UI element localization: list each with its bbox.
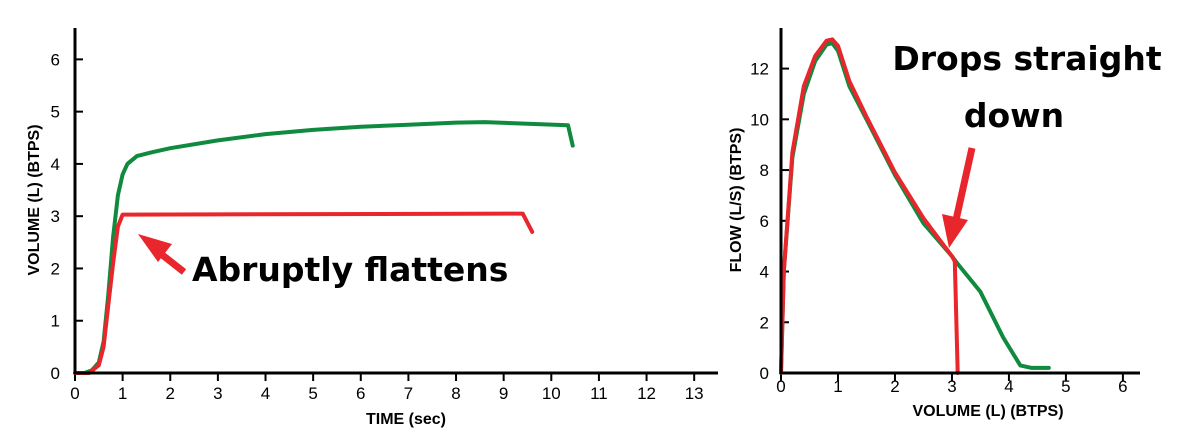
- volume-time-x-tick-label: 8: [451, 384, 460, 403]
- flow-volume-y-label: FLOW (L/S) (BTPS): [728, 128, 745, 273]
- flow-volume-y-tick-label: 0: [760, 364, 769, 383]
- flow-volume-y-tick-label: 2: [760, 313, 769, 332]
- flow-volume-y-tick-label: 8: [760, 161, 769, 180]
- flow-volume-x-label: VOLUME (L) (BTPS): [912, 403, 1063, 420]
- flatten-arrow-icon: [138, 234, 187, 275]
- volume-time-y-tick-label: 2: [51, 259, 60, 278]
- flow-volume-x-tick-label: 6: [1118, 377, 1127, 396]
- flow-volume-x-tick-label: 4: [1004, 377, 1013, 396]
- annotation-drops-straight: Drops straight: [892, 39, 1161, 78]
- volume-time-x-tick-label: 9: [499, 384, 508, 403]
- flow-volume-y-tick-label: 10: [750, 110, 769, 129]
- volume-time-x-tick-label: 3: [213, 384, 222, 403]
- flow-volume-x-tick-label: 5: [1061, 377, 1070, 396]
- volume-time-series: [73, 120, 575, 375]
- flow-volume-y-tick-label: 6: [760, 212, 769, 231]
- flow-volume-x-tick-label: 1: [833, 377, 842, 396]
- volume-time-x-tick-label: 4: [261, 384, 270, 403]
- volume-time-x-tick-label: 10: [542, 384, 561, 403]
- volume-time-x-tick-label: 5: [308, 384, 317, 403]
- annotation-down: down: [964, 96, 1064, 135]
- volume-time-x-tick-label: 12: [637, 384, 656, 403]
- flow-volume-series-line-red: [779, 37, 960, 375]
- volume-time-x-tick-label: 6: [356, 384, 365, 403]
- volume-time-y-tick-label: 5: [51, 103, 60, 122]
- volume-time-y-tick-label: 1: [51, 312, 60, 331]
- flow-volume-y-tick-label: 12: [750, 60, 769, 79]
- volume-time-x-label: TIME (sec): [366, 411, 446, 428]
- volume-time-x-tick-label: 11: [590, 384, 608, 403]
- volume-time-x-tick-label: 7: [404, 384, 413, 403]
- flow-volume-x-tick-label: 3: [947, 377, 956, 396]
- flow-volume-x-tick-label: 0: [776, 377, 785, 396]
- volume-time-x-tick-label: 2: [166, 384, 175, 403]
- volume-time-y-tick-label: 4: [51, 155, 60, 174]
- volume-time-y-label: VOLUME (L) (BTPS): [26, 124, 43, 275]
- volume-time-x-tick-label: 13: [685, 384, 704, 403]
- volume-time-series-line-red: [73, 211, 535, 375]
- volume-time-x-tick-label: 0: [70, 384, 79, 403]
- flow-volume-x-tick-label: 2: [890, 377, 899, 396]
- volume-time-y-tick-label: 0: [51, 364, 60, 383]
- volume-time-y-tick-label: 6: [51, 50, 60, 69]
- drop-arrow-icon: [942, 147, 976, 248]
- volume-time-x-tick-label: 1: [118, 384, 127, 403]
- volume-time-y-tick-label: 3: [51, 207, 60, 226]
- flow-volume-series: [779, 37, 1051, 375]
- annotation-abruptly-flattens: Abruptly flattens: [192, 250, 508, 289]
- flow-volume-y-tick-label: 4: [760, 263, 769, 282]
